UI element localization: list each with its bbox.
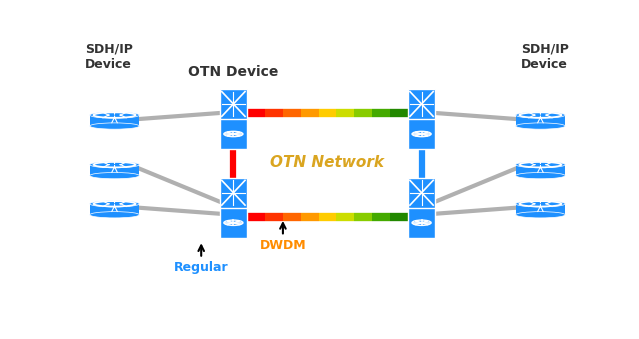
Text: SDH/IP
Device: SDH/IP Device — [521, 43, 569, 71]
Text: SDH/IP
Device: SDH/IP Device — [85, 43, 133, 71]
Text: OTN Network: OTN Network — [270, 155, 385, 170]
Text: OTN Device: OTN Device — [189, 64, 279, 79]
FancyBboxPatch shape — [89, 204, 139, 215]
Ellipse shape — [89, 173, 139, 179]
FancyBboxPatch shape — [516, 204, 566, 215]
Ellipse shape — [516, 173, 566, 179]
Ellipse shape — [516, 212, 566, 218]
FancyBboxPatch shape — [89, 115, 139, 126]
Text: DWDM: DWDM — [259, 239, 306, 252]
Ellipse shape — [89, 212, 139, 218]
Ellipse shape — [89, 162, 139, 168]
Bar — [220, 89, 247, 149]
FancyBboxPatch shape — [516, 165, 566, 176]
Ellipse shape — [89, 112, 139, 118]
Ellipse shape — [89, 201, 139, 207]
Bar — [220, 178, 247, 238]
Ellipse shape — [89, 123, 139, 129]
FancyBboxPatch shape — [89, 165, 139, 176]
Bar — [408, 89, 435, 149]
Ellipse shape — [516, 162, 566, 168]
FancyBboxPatch shape — [516, 115, 566, 126]
Text: Regular: Regular — [174, 261, 229, 274]
Bar — [408, 178, 435, 238]
Ellipse shape — [516, 201, 566, 207]
Ellipse shape — [516, 123, 566, 129]
Ellipse shape — [516, 112, 566, 118]
